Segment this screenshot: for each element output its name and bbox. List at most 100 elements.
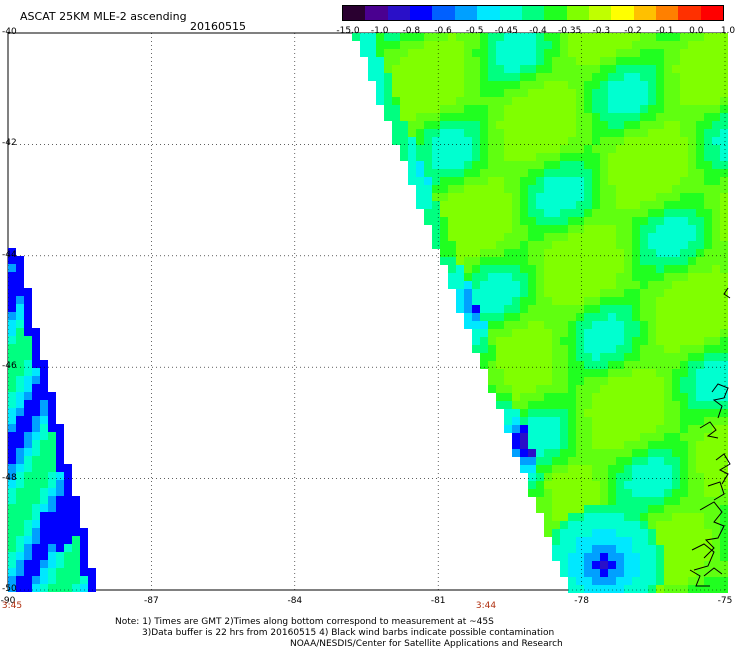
swath-cell: [552, 169, 560, 177]
swath-cell: [632, 329, 640, 337]
swath-cell: [464, 225, 472, 233]
swath-cell: [520, 465, 528, 473]
swath-cell: [624, 433, 632, 441]
swath-cell: [664, 209, 672, 217]
swath-cell: [608, 177, 616, 185]
swath-cell: [584, 433, 592, 441]
swath-cell: [712, 297, 720, 305]
swath-cell: [488, 289, 496, 297]
swath-cell: [624, 89, 632, 97]
swath-cell: [616, 545, 624, 553]
swath-cell: [416, 177, 424, 185]
swath-cell: [40, 480, 48, 488]
swath-cell: [568, 201, 576, 209]
swath-cell: [480, 217, 488, 225]
swath-cell: [544, 153, 552, 161]
swath-cell: [608, 305, 616, 313]
swath-cell: [448, 97, 456, 105]
swath-cell: [432, 41, 440, 49]
swath-cell: [528, 145, 536, 153]
swath-cell: [520, 241, 528, 249]
swath-cell: [656, 177, 664, 185]
swath-cell: [456, 225, 464, 233]
swath-cell: [424, 201, 432, 209]
swath-cell: [632, 233, 640, 241]
swath-cell: [488, 49, 496, 57]
swath-cell: [512, 233, 520, 241]
swath-cell: [624, 521, 632, 529]
swath-cell: [568, 329, 576, 337]
swath-cell: [632, 177, 640, 185]
swath-cell: [688, 73, 696, 81]
swath-cell: [584, 145, 592, 153]
swath-cell: [632, 281, 640, 289]
swath-cell: [720, 241, 728, 249]
swath-cell: [408, 57, 416, 65]
swath-cell: [464, 273, 472, 281]
swath-cell: [608, 457, 616, 465]
swath-cell: [632, 585, 640, 593]
swath-cell: [592, 281, 600, 289]
colorbar-segment: [365, 6, 388, 20]
swath-cell: [448, 105, 456, 113]
swath-cell: [520, 121, 528, 129]
swath-cell: [608, 569, 616, 577]
swath-cell: [576, 329, 584, 337]
swath-cell: [576, 449, 584, 457]
swath-cell: [664, 577, 672, 585]
swath-cell: [464, 49, 472, 57]
swath-cell: [624, 473, 632, 481]
swath-cell: [560, 129, 568, 137]
swath-cell: [32, 576, 40, 584]
swath-cell: [64, 568, 72, 576]
swath-cell: [664, 57, 672, 65]
swath-cell: [688, 489, 696, 497]
swath-cell: [448, 113, 456, 121]
swath-cell: [640, 489, 648, 497]
swath-cell: [520, 233, 528, 241]
swath-cell: [568, 65, 576, 73]
swath-cell: [640, 353, 648, 361]
swath-cell: [712, 417, 720, 425]
swath-cell: [520, 393, 528, 401]
swath-cell: [632, 65, 640, 73]
swath-cell: [592, 449, 600, 457]
swath-cell: [528, 489, 536, 497]
swath-cell: [520, 81, 528, 89]
swath-cell: [608, 513, 616, 521]
swath-cell: [624, 353, 632, 361]
swath-cell: [472, 305, 480, 313]
swath-cell: [480, 129, 488, 137]
swath-cell: [608, 273, 616, 281]
swath-cell: [592, 169, 600, 177]
swath-cell: [544, 377, 552, 385]
swath-cell: [608, 393, 616, 401]
swath-cell: [536, 185, 544, 193]
swath-cell: [448, 121, 456, 129]
swath-cell: [568, 369, 576, 377]
swath-cell: [608, 225, 616, 233]
swath-cell: [720, 73, 728, 81]
swath-cell: [528, 65, 536, 73]
swath-cell: [648, 33, 656, 41]
swath-cell: [688, 225, 696, 233]
swath-cell: [536, 505, 544, 513]
swath-cell: [40, 568, 48, 576]
swath-cell: [568, 273, 576, 281]
swath-cell: [48, 512, 56, 520]
swath-cell: [544, 329, 552, 337]
swath-cell: [624, 65, 632, 73]
swath-cell: [16, 376, 24, 384]
swath-cell: [680, 57, 688, 65]
swath-cell: [664, 297, 672, 305]
swath-cell: [16, 296, 24, 304]
swath-cell: [504, 33, 512, 41]
swath-cell: [656, 353, 664, 361]
swath-cell: [400, 105, 408, 113]
swath-cell: [624, 161, 632, 169]
swath-cell: [664, 265, 672, 273]
swath-cell: [8, 424, 16, 432]
swath-cell: [600, 97, 608, 105]
swath-cell: [680, 513, 688, 521]
swath-cell: [696, 577, 704, 585]
